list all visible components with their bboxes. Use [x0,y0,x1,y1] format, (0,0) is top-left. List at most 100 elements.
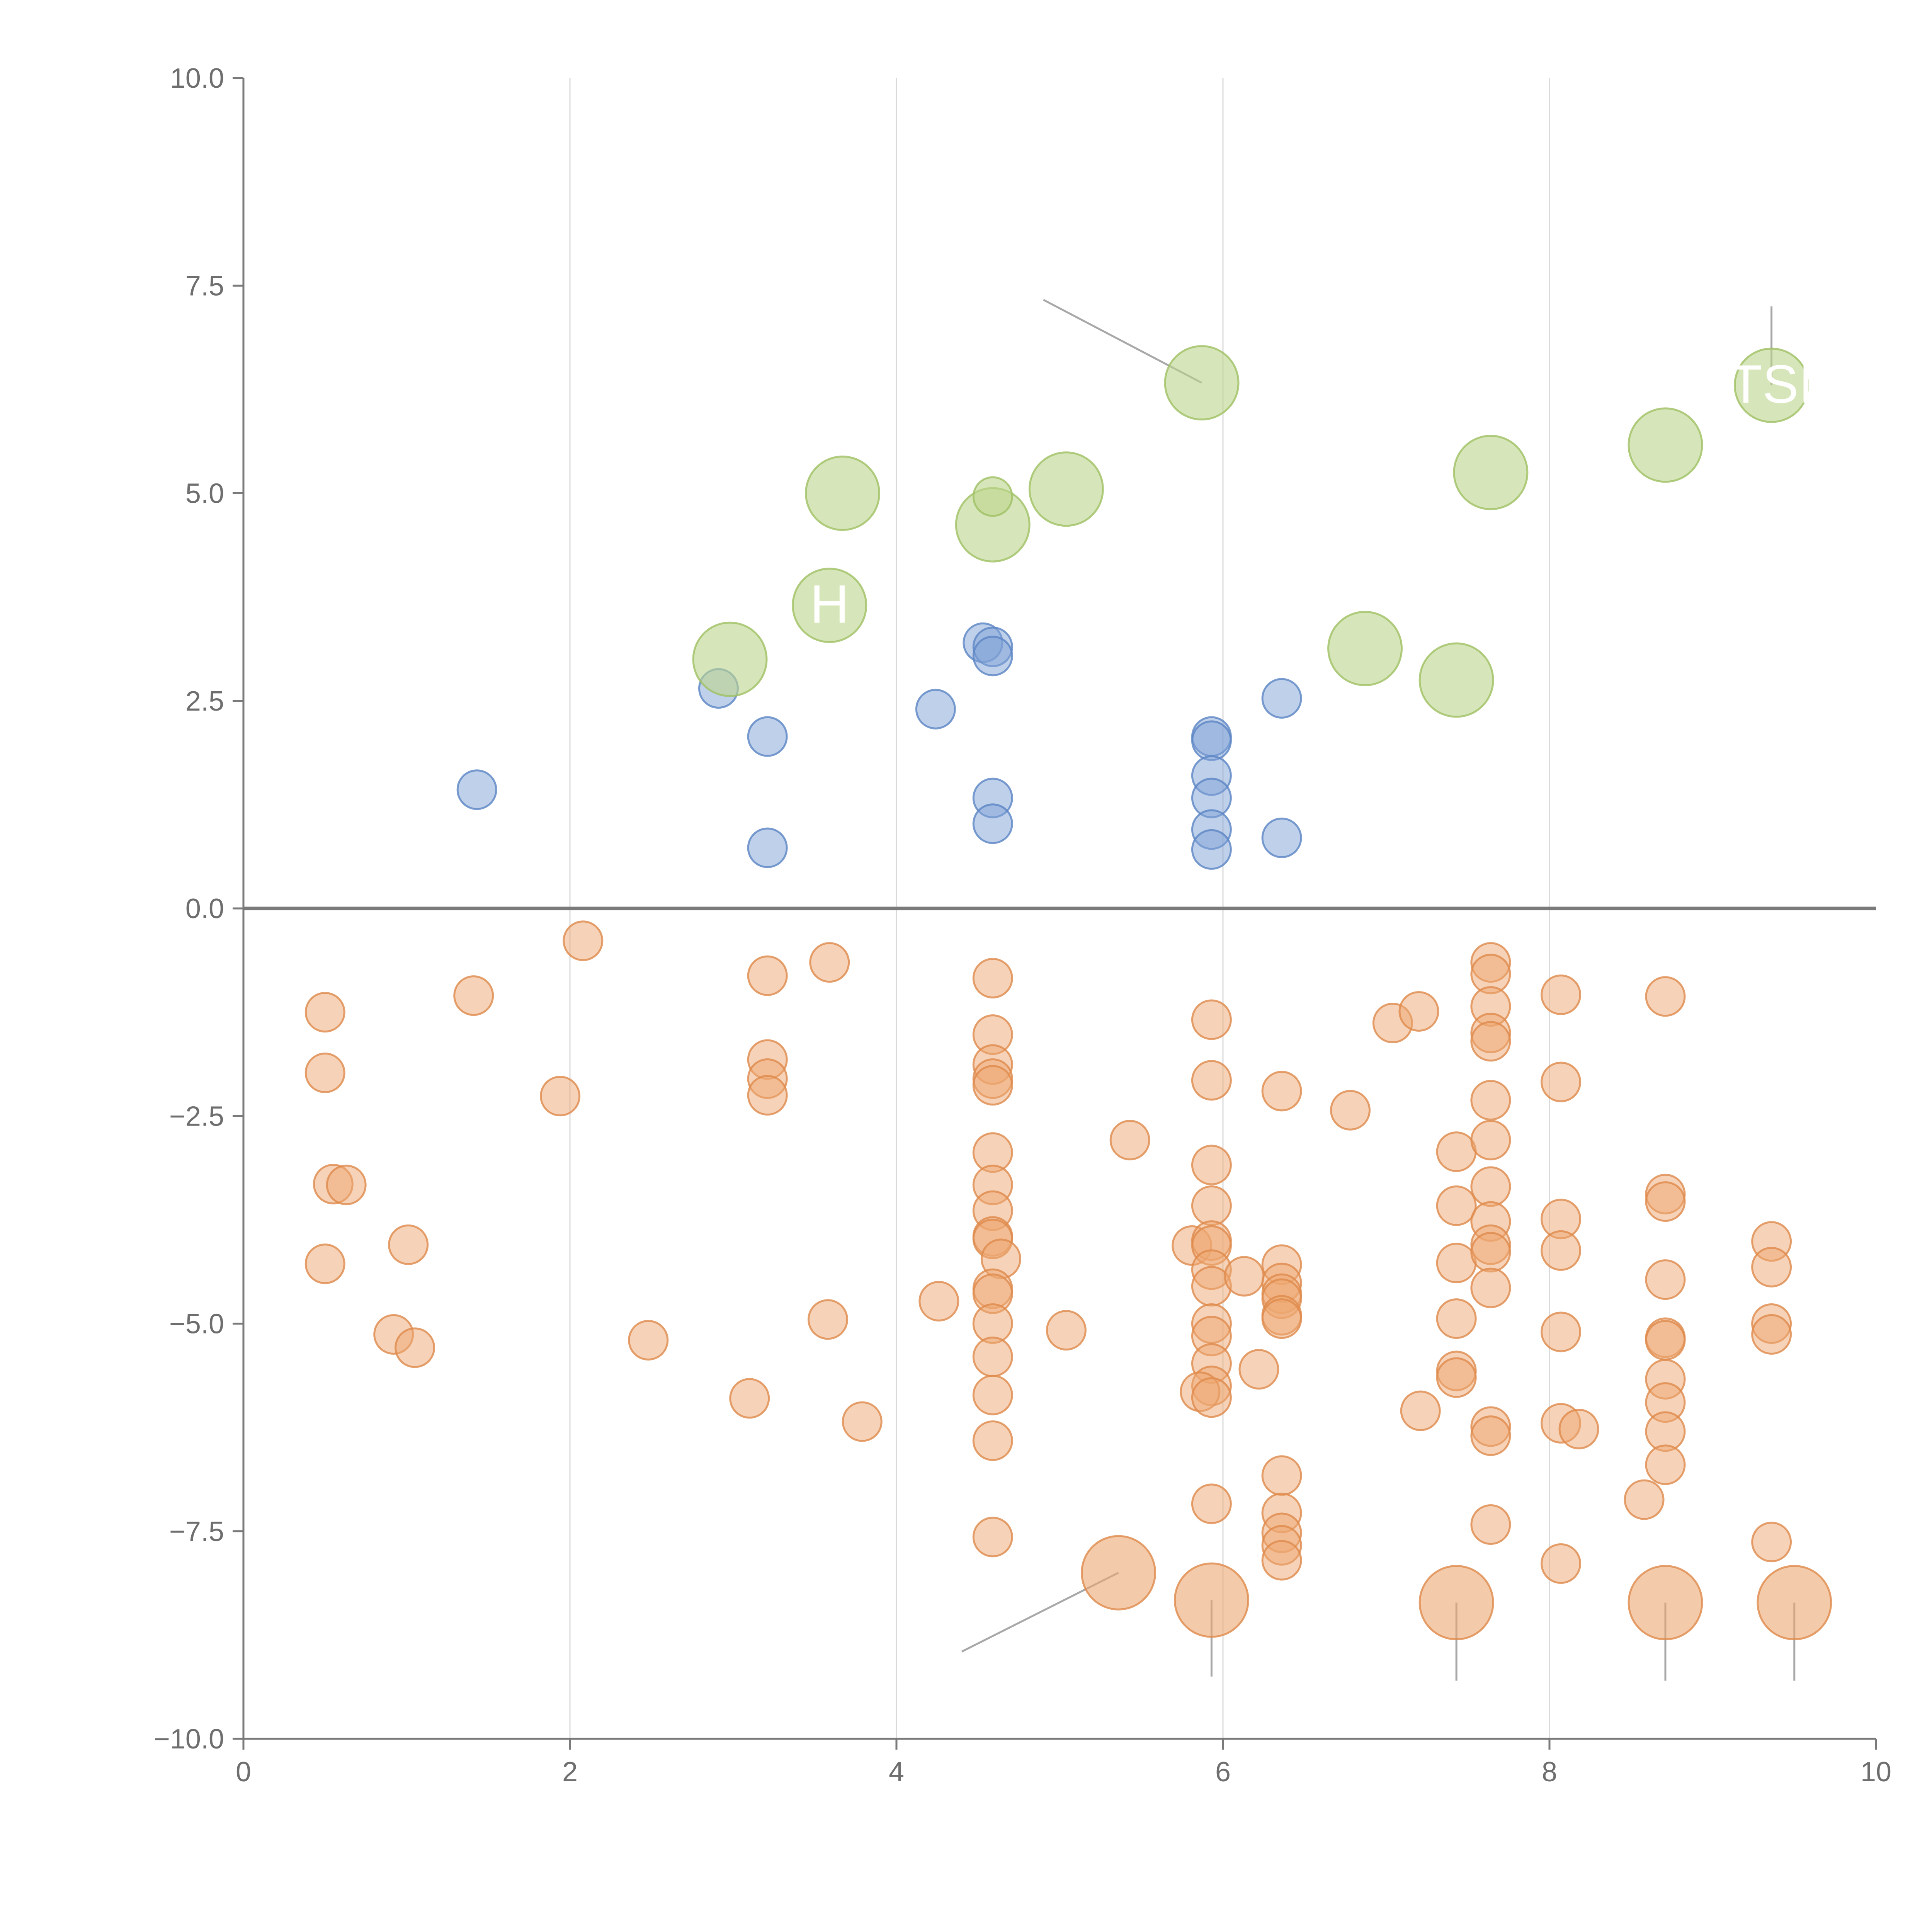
green-point [692,621,768,697]
orange-point [972,1065,1013,1106]
orange-point [1541,1061,1582,1102]
y-tick-label: 7.5 [185,270,224,301]
orange-point [972,958,1013,999]
y-tick-label: 5.0 [185,478,224,509]
annotation-label-h: H [810,574,849,634]
orange-point [304,1243,345,1284]
orange-point [1261,1455,1302,1496]
blue-point [1261,678,1302,719]
orange-point [1470,1021,1511,1062]
orange-point [729,1378,770,1419]
orange-point [540,1076,581,1117]
blue-point [747,827,788,868]
orange-point [1751,1247,1792,1287]
data-points [304,345,1832,1641]
orange-point [1261,1298,1302,1339]
orange-point [304,992,345,1033]
orange-point [809,942,850,983]
orange-point [1046,1310,1087,1351]
orange-point [1645,1320,1686,1361]
green-point [1164,345,1240,421]
y-tick-label: −2.5 [169,1101,224,1132]
orange-point [808,1299,849,1340]
orange-point [972,1374,1013,1415]
blue-point [456,769,497,810]
x-tick-label: 6 [1215,1757,1231,1787]
orange-point [1541,1543,1582,1584]
blue-point [915,689,956,730]
y-tick-label: 10.0 [170,63,224,94]
green-point [805,456,881,531]
blue-point [1191,829,1232,870]
orange-point [747,955,788,996]
orange-point [388,1224,429,1265]
annotations: H TSI [810,354,1813,634]
orange-large-point [1757,1565,1832,1641]
orange-point [1470,1504,1511,1545]
orange-point [1470,1267,1511,1308]
green-point [1628,407,1703,483]
orange-point [1541,1311,1582,1352]
orange-point [1645,1444,1686,1485]
axes [233,77,1877,1750]
orange-point [1191,1483,1232,1524]
orange-point [1436,1131,1477,1172]
x-tick-label: 4 [889,1757,904,1787]
y-tick-label: 2.5 [185,686,224,717]
orange-point [1470,1166,1511,1207]
orange-point [1645,1181,1686,1222]
green-point [792,568,867,643]
orange-point [1751,1522,1792,1563]
orange-point [1645,976,1686,1017]
green-point [1418,642,1494,718]
orange-point [972,1517,1013,1558]
orange-point [1261,1071,1302,1112]
blue-point [972,803,1013,844]
y-tick-label: −5.0 [169,1309,224,1340]
orange-point [395,1327,435,1368]
orange-point [1436,1357,1477,1398]
orange-point [1624,1479,1665,1520]
y-tick-label: −7.5 [169,1516,224,1547]
orange-point [1238,1349,1279,1390]
orange-point [1191,999,1232,1040]
orange-point [1436,1298,1477,1339]
orange-point [1470,1120,1511,1161]
orange-point [918,1281,959,1321]
orange-point [747,1075,788,1116]
orange-large-point [1081,1535,1156,1611]
orange-point [1191,1377,1232,1418]
orange-point [326,1165,367,1206]
orange-point [1470,1232,1511,1273]
x-tick-label: 2 [562,1757,578,1787]
orange-point [1261,1540,1302,1581]
x-tick-label: 0 [236,1757,251,1787]
orange-point [1541,974,1582,1015]
green-small-point [972,476,1013,517]
x-tick-label: 10 [1861,1757,1891,1787]
orange-point [1224,1256,1265,1297]
y-tick-label: −10.0 [154,1724,224,1755]
annotation-label-tsi: TSI [1730,354,1814,414]
orange-point [842,1401,883,1442]
orange-large-point [1418,1565,1494,1641]
blue-point [1191,720,1232,761]
orange-point [1330,1090,1371,1131]
orange-point [972,1420,1013,1461]
blue-point [747,716,788,757]
orange-point [1470,1415,1511,1456]
orange-large-point [1628,1565,1703,1641]
green-point [1734,347,1810,423]
orange-point [1470,1080,1511,1121]
orange-point [1191,1185,1232,1226]
orange-point [1645,1259,1686,1300]
orange-point [1400,1390,1441,1431]
orange-large-point [1173,1562,1249,1638]
blue-point [1261,817,1302,858]
orange-point [1541,1230,1582,1271]
x-tick-label: 8 [1542,1757,1557,1787]
green-point [1028,451,1104,527]
green-point [1327,611,1403,686]
orange-point [1558,1408,1599,1449]
